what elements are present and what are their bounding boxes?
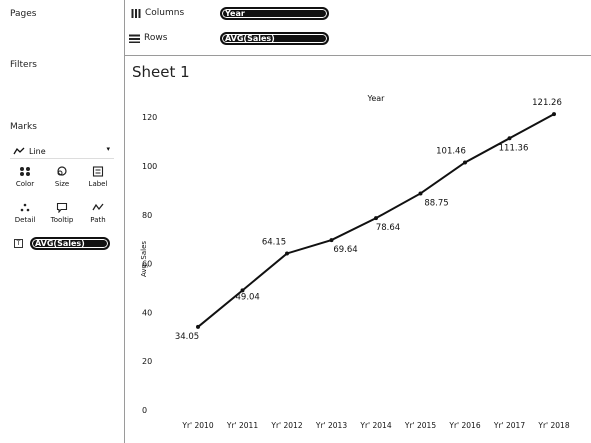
panel-divider [124,0,125,443]
size-icon [57,166,67,176]
path-button-label: Path [90,216,106,224]
y-tick-label: 100 [142,162,157,171]
label-button[interactable]: Label [83,166,113,196]
sheet-title: Sheet 1 [132,63,190,81]
y-tick-label: 0 [142,406,147,415]
detail-button[interactable]: Detail [10,202,40,232]
line-mark-icon [13,147,25,155]
data-labels: 34.05 49.04 64.15 69.64 78.64 88.75 101.46 111.… [175,98,562,342]
data-label: 49.04 [236,292,260,302]
data-point[interactable] [463,160,467,165]
data-point[interactable] [240,288,245,293]
tooltip-button-label: Tooltip [50,216,74,224]
y-axis-ticks: 0 20 40 60 80 100 120 [142,113,157,415]
data-point[interactable] [374,216,378,221]
data-label: 78.64 [376,223,400,233]
x-tick-label: Yr' 2015 [404,421,436,430]
left-panel: Pages Filters Marks Line ▾ Color Size La… [0,0,124,443]
chart-title: Year [367,94,386,103]
marks-title: Marks [10,122,37,132]
size-button-label: Size [54,180,70,188]
y-tick-label: 120 [142,113,157,122]
x-tick-label: Yr' 2011 [226,421,258,430]
path-button[interactable]: Path [83,202,113,232]
x-axis-ticks: Yr' 2010 Yr' 2011 Yr' 2012 Yr' 2013 Yr' 2014… [181,421,569,430]
y-tick-label: 60 [142,260,152,269]
x-tick-label: Yr' 2016 [448,421,480,430]
x-tick-label: Yr' 2017 [493,421,525,430]
shelf-divider [125,55,591,56]
columns-shelf-label: Columns [131,8,184,18]
x-tick-label: Yr' 2013 [315,421,347,430]
data-label: 101.46 [436,146,466,156]
data-point[interactable] [196,324,200,329]
y-tick-label: 40 [142,308,152,317]
y-tick-label: 80 [142,211,152,220]
data-point[interactable] [285,251,289,256]
marks-type-dropdown[interactable]: Line ▾ [10,144,114,159]
rows-shelf-label: Rows [129,33,167,43]
chevron-down-icon: ▾ [106,145,110,153]
data-point[interactable] [507,136,512,141]
data-label: 64.15 [262,237,286,247]
tooltip-icon [56,202,68,213]
columns-label: Columns [145,8,185,18]
label-button-label: Label [88,180,108,188]
data-point[interactable] [329,238,334,243]
line-chart: Year Avg. Sales 0 20 40 60 80 100 120 Yr' 2010… [140,94,570,430]
data-label: 111.36 [499,143,529,153]
columns-icon [131,8,141,18]
y-tick-label: 20 [142,357,152,366]
rows-icon [129,34,140,43]
detail-button-label: Detail [14,216,36,224]
data-label: 34.05 [175,332,199,342]
marks-avg-sales-pill[interactable]: AVG(Sales) [30,237,110,250]
tooltip-button[interactable]: Tooltip [47,202,77,232]
text-mark-icon: T [14,239,23,248]
path-icon [92,203,104,211]
data-point[interactable] [418,191,423,196]
x-tick-label: Yr' 2010 [181,421,213,430]
columns-year-pill[interactable]: Year [220,7,329,20]
color-button[interactable]: Color [10,166,40,196]
rows-label: Rows [144,33,168,43]
color-button-label: Color [15,180,35,188]
data-points [196,112,556,329]
marks-type-label: Line [29,146,46,156]
size-button[interactable]: Size [47,166,77,196]
x-tick-label: Yr' 2012 [270,421,302,430]
data-label: 88.75 [424,198,448,208]
label-icon [92,166,104,177]
data-label: 69.64 [333,245,357,255]
filters-title: Filters [10,60,37,70]
data-label: 121.26 [532,98,562,108]
y-axis-label: Avg. Sales [140,241,148,277]
detail-icon [20,203,30,212]
pages-title: Pages [10,9,37,19]
rows-avg-sales-pill[interactable]: AVG(Sales) [220,32,329,45]
color-icon [20,167,30,176]
x-tick-label: Yr' 2018 [537,421,569,430]
x-tick-label: Yr' 2014 [359,421,391,430]
data-point[interactable] [552,112,556,117]
